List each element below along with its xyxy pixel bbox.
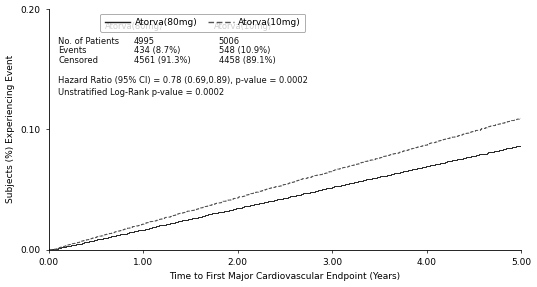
Text: 434 (8.7%): 434 (8.7%) xyxy=(134,46,180,55)
Text: 4995: 4995 xyxy=(134,37,155,46)
Atorva(10mg) xyxy=(518,116,525,120)
Atorva(10mg) xyxy=(461,132,468,135)
Text: Unstratified Log-Rank p-value = 0.0002: Unstratified Log-Rank p-value = 0.0002 xyxy=(58,88,224,97)
Line: Atorva(80mg): Atorva(80mg) xyxy=(48,145,521,250)
Atorva(80mg) xyxy=(261,201,267,204)
Atorva(10mg) xyxy=(463,131,469,135)
Atorva(80mg) xyxy=(149,226,156,229)
Text: Hazard Ratio (95% CI) = 0.78 (0.69,0.89), p-value = 0.0002: Hazard Ratio (95% CI) = 0.78 (0.69,0.89)… xyxy=(58,76,308,86)
Atorva(80mg) xyxy=(518,143,525,147)
Atorva(80mg) xyxy=(480,152,487,155)
Text: 5006: 5006 xyxy=(219,37,240,46)
Atorva(10mg) xyxy=(45,248,52,251)
X-axis label: Time to First Major Cardiovascular Endpoint (Years): Time to First Major Cardiovascular Endpo… xyxy=(169,272,401,282)
Text: Censored: Censored xyxy=(58,56,98,65)
Atorva(10mg) xyxy=(518,116,525,120)
Atorva(80mg) xyxy=(45,248,52,251)
Atorva(80mg) xyxy=(518,143,525,147)
Text: No. of Patients: No. of Patients xyxy=(58,37,119,46)
Line: Atorva(10mg): Atorva(10mg) xyxy=(48,118,521,250)
Legend: Atorva(80mg), Atorva(10mg): Atorva(80mg), Atorva(10mg) xyxy=(100,13,306,32)
Atorva(80mg) xyxy=(177,220,183,223)
Atorva(10mg) xyxy=(230,197,236,201)
Atorva(80mg) xyxy=(271,199,277,202)
Atorva(10mg) xyxy=(375,156,381,160)
Atorva(80mg) xyxy=(316,188,322,192)
Text: Atorva(80mg): Atorva(80mg) xyxy=(105,22,164,31)
Y-axis label: Subjects (%) Experiencing Event: Subjects (%) Experiencing Event xyxy=(5,55,14,203)
Text: 4458 (89.1%): 4458 (89.1%) xyxy=(219,56,275,65)
Atorva(10mg) xyxy=(83,238,90,242)
Atorva(10mg) xyxy=(263,188,269,191)
Text: 4561 (91.3%): 4561 (91.3%) xyxy=(134,56,191,65)
Text: Events: Events xyxy=(58,46,86,55)
Text: 548 (10.9%): 548 (10.9%) xyxy=(219,46,270,55)
Text: Atorva(10mg): Atorva(10mg) xyxy=(214,22,272,31)
